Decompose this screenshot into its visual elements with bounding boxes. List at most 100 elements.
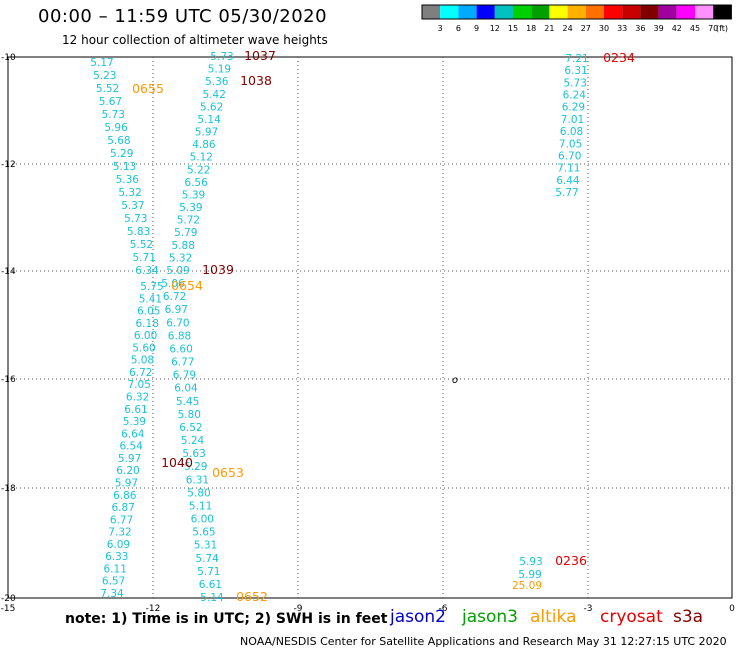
- swh-value: 7.32: [108, 527, 131, 539]
- colorbar-unit: (ft): [716, 24, 728, 33]
- swh-value: 5.97: [115, 478, 138, 490]
- swh-value: 5.71: [197, 566, 220, 578]
- swh-value: 5.08: [131, 355, 154, 367]
- swh-value: 5.75: [140, 281, 163, 293]
- swh-value: 5.77: [555, 187, 578, 199]
- swh-value: 5.14: [200, 592, 224, 604]
- y-tick-label: -14: [1, 267, 16, 277]
- colorbar-label: 9: [474, 24, 479, 33]
- y-tick-label: -12: [1, 160, 16, 170]
- swh-value: 7.01: [561, 114, 584, 126]
- swh-value: 5.09: [166, 265, 189, 277]
- swh-value: 5.71: [133, 252, 156, 264]
- swh-value: 5.29: [110, 148, 133, 160]
- swh-value: 6.18: [136, 318, 159, 330]
- x-tick-label: -6: [439, 604, 448, 614]
- swh-value: 6.32: [126, 392, 149, 404]
- swh-value: 6.54: [120, 441, 144, 453]
- swh-value: 6.88: [168, 330, 191, 342]
- swh-value: 7.05: [559, 138, 582, 150]
- colorbar-swatch: [640, 5, 659, 19]
- swh-value: 6.11: [104, 563, 127, 575]
- swh-value: 6.77: [110, 514, 133, 526]
- swh-value: 6.29: [562, 102, 585, 114]
- swh-value: 5.73: [210, 51, 233, 63]
- swh-value: 5.31: [194, 540, 217, 552]
- marker-o: o: [452, 375, 458, 386]
- swh-value: 5.80: [178, 409, 201, 421]
- swh-value: 5.45: [176, 396, 199, 408]
- colorbar-swatch: [440, 5, 459, 19]
- colorbar-label: 24: [563, 24, 573, 33]
- swh-value: 5.32: [169, 252, 192, 264]
- swh-value: 6.44: [556, 175, 580, 187]
- swh-value: 5.60: [132, 342, 155, 354]
- colorbar-swatch: [494, 5, 513, 19]
- swh-value: 5.74: [195, 553, 219, 565]
- pass-time-label: 0653: [212, 465, 244, 480]
- swh-value: 6.56: [184, 177, 208, 189]
- colorbar-frame: [421, 4, 732, 20]
- colorbar-label: 70: [708, 24, 718, 33]
- swh-value: 5.52: [96, 83, 119, 95]
- pass-time-label: 0234: [603, 50, 635, 65]
- pass-time-label: 0654: [171, 278, 203, 293]
- colorbar-swatch: [604, 5, 623, 19]
- x-tick-label: -12: [146, 604, 161, 614]
- swh-value: 6.87: [112, 502, 135, 514]
- swh-value: 6.61: [124, 404, 147, 416]
- colorbar-swatch: [713, 5, 732, 19]
- legend-jason2: jason2: [390, 607, 446, 627]
- swh-value: 6.70: [166, 317, 189, 329]
- colorbar-swatch: [476, 5, 495, 19]
- colorbar-swatch: [422, 5, 441, 19]
- swh-value: 6.86: [113, 490, 137, 502]
- pass-time-label: 1040: [161, 455, 193, 470]
- colorbar-label: 33: [617, 24, 627, 33]
- swh-value: 6.70: [558, 151, 581, 163]
- swh-value: 5.97: [118, 453, 141, 465]
- swh-value: 6.05: [137, 306, 160, 318]
- swh-value: 5.93: [519, 556, 542, 568]
- swh-value: 5.73: [124, 213, 147, 225]
- swh-value: 6.08: [560, 126, 583, 138]
- swh-value: 6.31: [186, 474, 209, 486]
- page-title: 00:00 – 11:59 UTC 05/30/2020: [38, 6, 328, 27]
- colorbar-label: 36: [635, 24, 645, 33]
- swh-value: 5.52: [130, 239, 153, 251]
- swh-value: 6.00: [191, 514, 214, 526]
- y-tick-label: -18: [1, 484, 16, 494]
- swh-value: 5.19: [208, 64, 231, 76]
- swh-value: 5.23: [93, 70, 116, 82]
- colorbar-label: 6: [456, 24, 461, 33]
- swh-value: 6.57: [102, 576, 125, 588]
- swh-value: 5.32: [118, 187, 141, 199]
- colorbar-label: 15: [508, 24, 518, 33]
- pass-time-label: 0236: [555, 553, 587, 568]
- colorbar-label: 3: [438, 24, 443, 33]
- colorbar-swatch: [458, 5, 477, 19]
- swh-value: 7.05: [128, 379, 151, 391]
- legend-cryosat: cryosat: [600, 607, 663, 627]
- colorbar-label: 39: [654, 24, 664, 33]
- colorbar-label: 18: [526, 24, 536, 33]
- swh-value: 5.72: [177, 215, 200, 227]
- swh-value: 5.37: [121, 200, 144, 212]
- x-tick-label: 0: [729, 604, 735, 614]
- swh-value: 5.29: [184, 461, 207, 473]
- swh-value: 6.34: [135, 265, 159, 277]
- swh-value: 5.99: [518, 569, 541, 581]
- swh-value: 5.88: [172, 240, 195, 252]
- colorbar-swatch: [513, 5, 532, 19]
- swh-value: 5.97: [195, 127, 218, 139]
- swh-value: 6.24: [563, 90, 587, 102]
- legend-jason3: jason3: [462, 607, 518, 627]
- swh-value: 5.39: [123, 416, 146, 428]
- swh-value: 6.09: [107, 539, 130, 551]
- swh-value: 5.73: [102, 109, 125, 121]
- swh-value: 6.79: [173, 370, 196, 382]
- swh-value: 5.79: [174, 227, 197, 239]
- swh-value: 6.52: [179, 422, 202, 434]
- y-tick-label: -10: [1, 53, 16, 63]
- swh-value: 5.41: [139, 293, 162, 305]
